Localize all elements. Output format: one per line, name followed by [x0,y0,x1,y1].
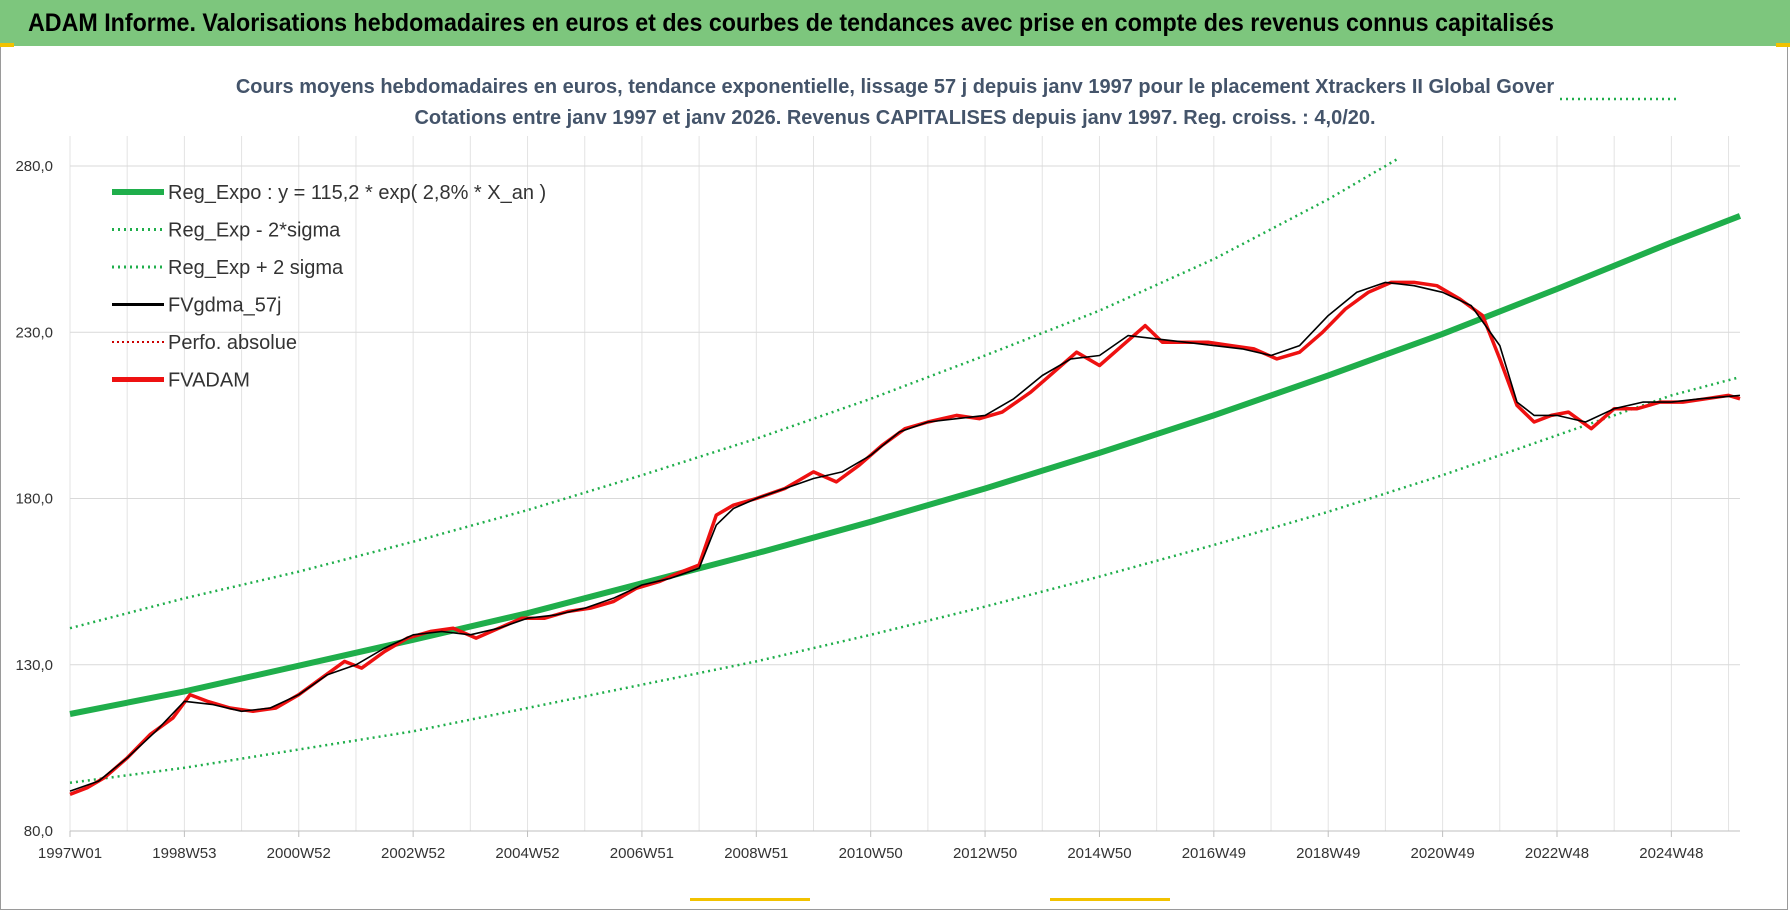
legend-label-reg_expo: Reg_Expo : y = 115,2 * exp( 2,8% * X_an … [168,182,546,204]
x-tick-label: 2014W50 [1067,845,1131,862]
x-tick-label: 2000W52 [267,845,331,862]
legend-label-fvgdma: FVgdma_57j [168,295,281,317]
x-axis: 1997W01 1998W53 2000W52 2002W52 2004W52 2006W… [38,830,1740,862]
x-tick-label: 1998W53 [152,845,216,862]
chart-subtitle: Cotations entre janv 1997 et janv 2026. … [414,107,1375,129]
x-tick-label: 1997W01 [38,845,102,862]
x-tick-label: 2012W50 [953,845,1017,862]
x-tick-label: 2004W52 [495,845,559,862]
series-line-reg_expo [69,213,1742,717]
series-line-fvadam [69,280,1741,797]
bottom-marker-2 [1050,898,1170,901]
y-tick-label: 130,0 [15,657,53,674]
y-tick-label: 80,0 [24,823,53,840]
x-tick-label: 2010W50 [839,845,903,862]
x-tick-label: 2006W51 [610,845,674,862]
x-tick-label: 2022W48 [1525,845,1589,862]
banner-title: ADAM Informe. Valorisations hebdomadaire… [28,9,1554,37]
y-tick-label: 180,0 [15,491,53,508]
series-lines [69,158,1742,797]
series-line-reg_plus [69,158,1398,630]
series-line-reg_minus [69,375,1741,785]
corner-marker-left [0,43,14,47]
x-tick-label: 2008W51 [724,845,788,862]
series-line-fvgdma [69,281,1741,792]
y-tick-label: 280,0 [15,158,53,175]
x-tick-label: 2016W49 [1182,845,1246,862]
legend-label-perfo: Perfo. absolue [168,332,297,354]
legend-label-reg_plus: Reg_Exp + 2 sigma [168,257,344,279]
x-tick-label: 2020W49 [1410,845,1474,862]
bottom-marker-1 [690,898,810,901]
chart-title: Cours moyens hebdomadaires en euros, ten… [236,76,1554,98]
legend: Reg_Expo : y = 115,2 * exp( 2,8% * X_an … [112,182,546,392]
legend-label-reg_minus: Reg_Exp - 2*sigma [168,220,341,242]
x-tick-label: 2024W48 [1639,845,1703,862]
corner-marker-right [1776,43,1790,47]
y-axis: 80,0 130,0 180,0 230,0 280,0 [15,158,53,840]
y-tick-label: 230,0 [15,324,53,341]
banner: ADAM Informe. Valorisations hebdomadaire… [0,0,1790,46]
x-tick-label: 2018W49 [1296,845,1360,862]
grid [69,136,1740,832]
x-tick-label: 2002W52 [381,845,445,862]
legend-label-fvadam: FVADAM [168,370,250,392]
